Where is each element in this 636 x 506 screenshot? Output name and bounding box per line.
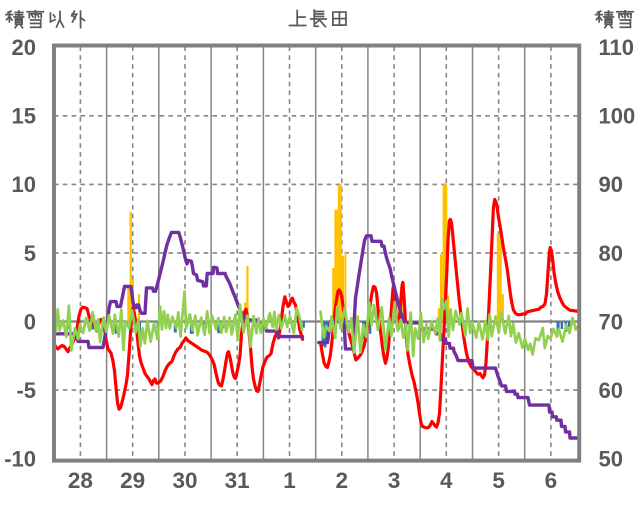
svg-text:70: 70 [599,309,623,334]
svg-text:50: 50 [599,446,623,471]
svg-text:15: 15 [12,104,36,129]
svg-text:20: 20 [12,35,36,60]
svg-text:4: 4 [440,468,453,493]
svg-text:31: 31 [225,468,250,493]
svg-text:5: 5 [492,468,505,493]
svg-text:29: 29 [120,468,145,493]
svg-text:3: 3 [388,468,401,493]
svg-text:10: 10 [12,172,36,197]
svg-text:30: 30 [172,468,197,493]
svg-text:60: 60 [599,378,623,403]
svg-text:100: 100 [599,104,636,129]
svg-text:2: 2 [336,468,349,493]
svg-text:0: 0 [24,309,36,334]
svg-text:90: 90 [599,172,623,197]
svg-text:1: 1 [283,468,296,493]
svg-text:28: 28 [68,468,93,493]
svg-text:6: 6 [545,468,558,493]
svg-text:110: 110 [599,35,635,60]
svg-text:80: 80 [599,241,623,266]
svg-text:-10: -10 [4,446,36,471]
svg-text:5: 5 [24,241,36,266]
svg-text:-5: -5 [16,378,36,403]
